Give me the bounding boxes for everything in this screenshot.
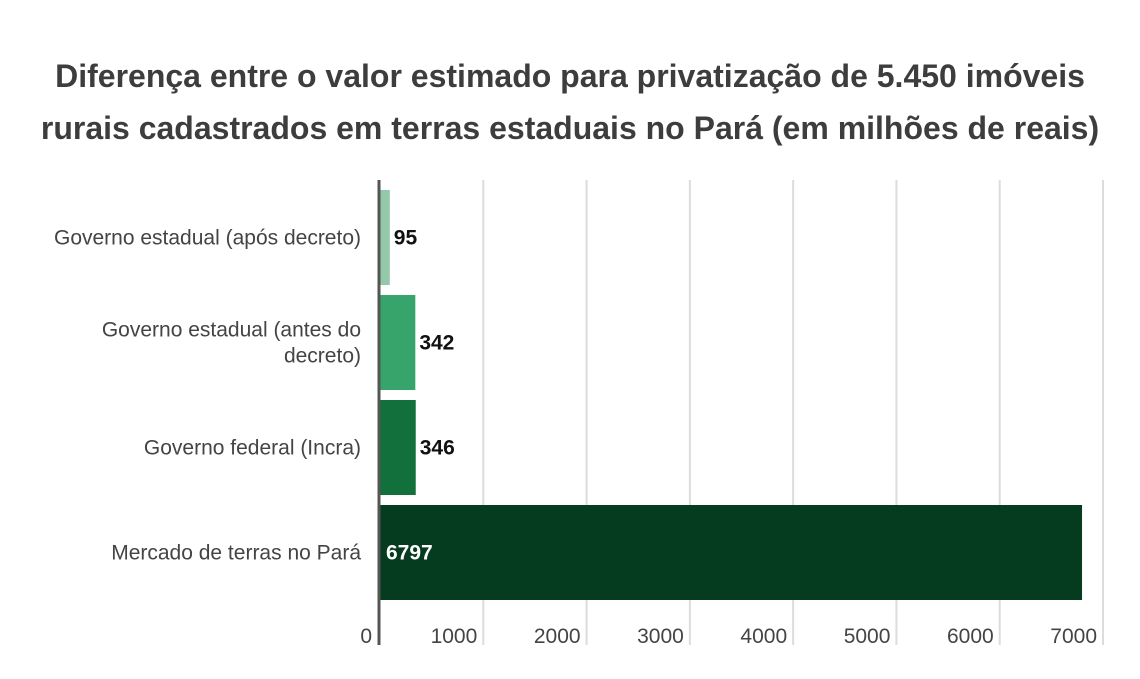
- x-tick-label-5000: 5000: [844, 625, 891, 648]
- chart-title-line-1: Diferença entre o valor estimado para pr…: [55, 58, 1085, 94]
- chart-title: Diferença entre o valor estimado para pr…: [0, 50, 1140, 154]
- bar-0: [380, 190, 390, 285]
- category-label-0-0: Governo estadual (após decreto): [54, 227, 361, 250]
- x-tick-label-7000: 7000: [1050, 625, 1097, 648]
- bar-3: [380, 505, 1083, 600]
- x-tick-label-3000: 3000: [637, 625, 684, 648]
- category-label-3-0: Mercado de terras no Pará: [111, 542, 361, 565]
- chart-title-line-2: rurais cadastrados em terras estaduais n…: [40, 110, 1100, 146]
- x-tick-label-0: 0: [360, 625, 372, 648]
- data-label-2: 346: [420, 437, 455, 460]
- x-tick-label-4000: 4000: [740, 625, 787, 648]
- bars: [380, 190, 1083, 600]
- labels: 0 1000 2000 3000 4000 5000 6000 7000 95 Governo e…: [54, 227, 1097, 649]
- data-label-1: 342: [419, 332, 454, 355]
- category-label-2-0: Governo federal (Incra): [144, 437, 361, 460]
- bar-2: [380, 400, 416, 495]
- data-label-3: 6797: [386, 542, 433, 565]
- category-label-1-1: decreto): [284, 345, 361, 368]
- bar-1: [380, 295, 416, 390]
- x-tick-label-6000: 6000: [947, 625, 994, 648]
- x-tick-label-1000: 1000: [431, 625, 478, 648]
- data-label-0: 95: [394, 227, 418, 250]
- category-label-1-0: Governo estadual (antes do: [102, 319, 361, 342]
- x-tick-label-2000: 2000: [534, 625, 581, 648]
